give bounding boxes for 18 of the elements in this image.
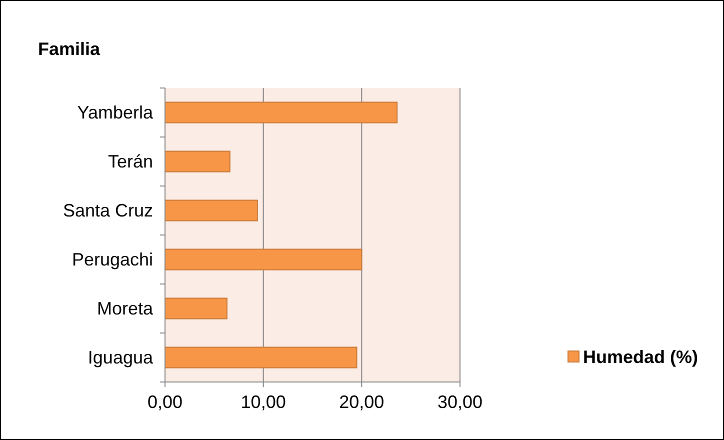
y-tick-label: Iguagua (88, 348, 154, 368)
x-tick-label: 20,00 (339, 392, 384, 412)
x-tick-label: 10,00 (240, 392, 286, 412)
x-tick-label: 0,00 (147, 392, 183, 412)
y-tick-label: Santa Cruz (62, 200, 153, 220)
bar (164, 346, 358, 368)
bar (164, 298, 228, 320)
y-tick-label: Moreta (96, 298, 154, 318)
legend-label: Humedad (%) (583, 347, 698, 367)
x-tick-label: 30,00 (437, 392, 483, 412)
y-axis-title: Familia (38, 39, 102, 59)
bar (164, 150, 230, 172)
y-tick-label: Perugachi (72, 250, 153, 270)
bar (164, 102, 398, 124)
bar (164, 248, 362, 270)
y-tick-label: Terán (108, 152, 153, 172)
bar (164, 200, 258, 222)
y-tick-label: Yamberla (77, 102, 154, 122)
